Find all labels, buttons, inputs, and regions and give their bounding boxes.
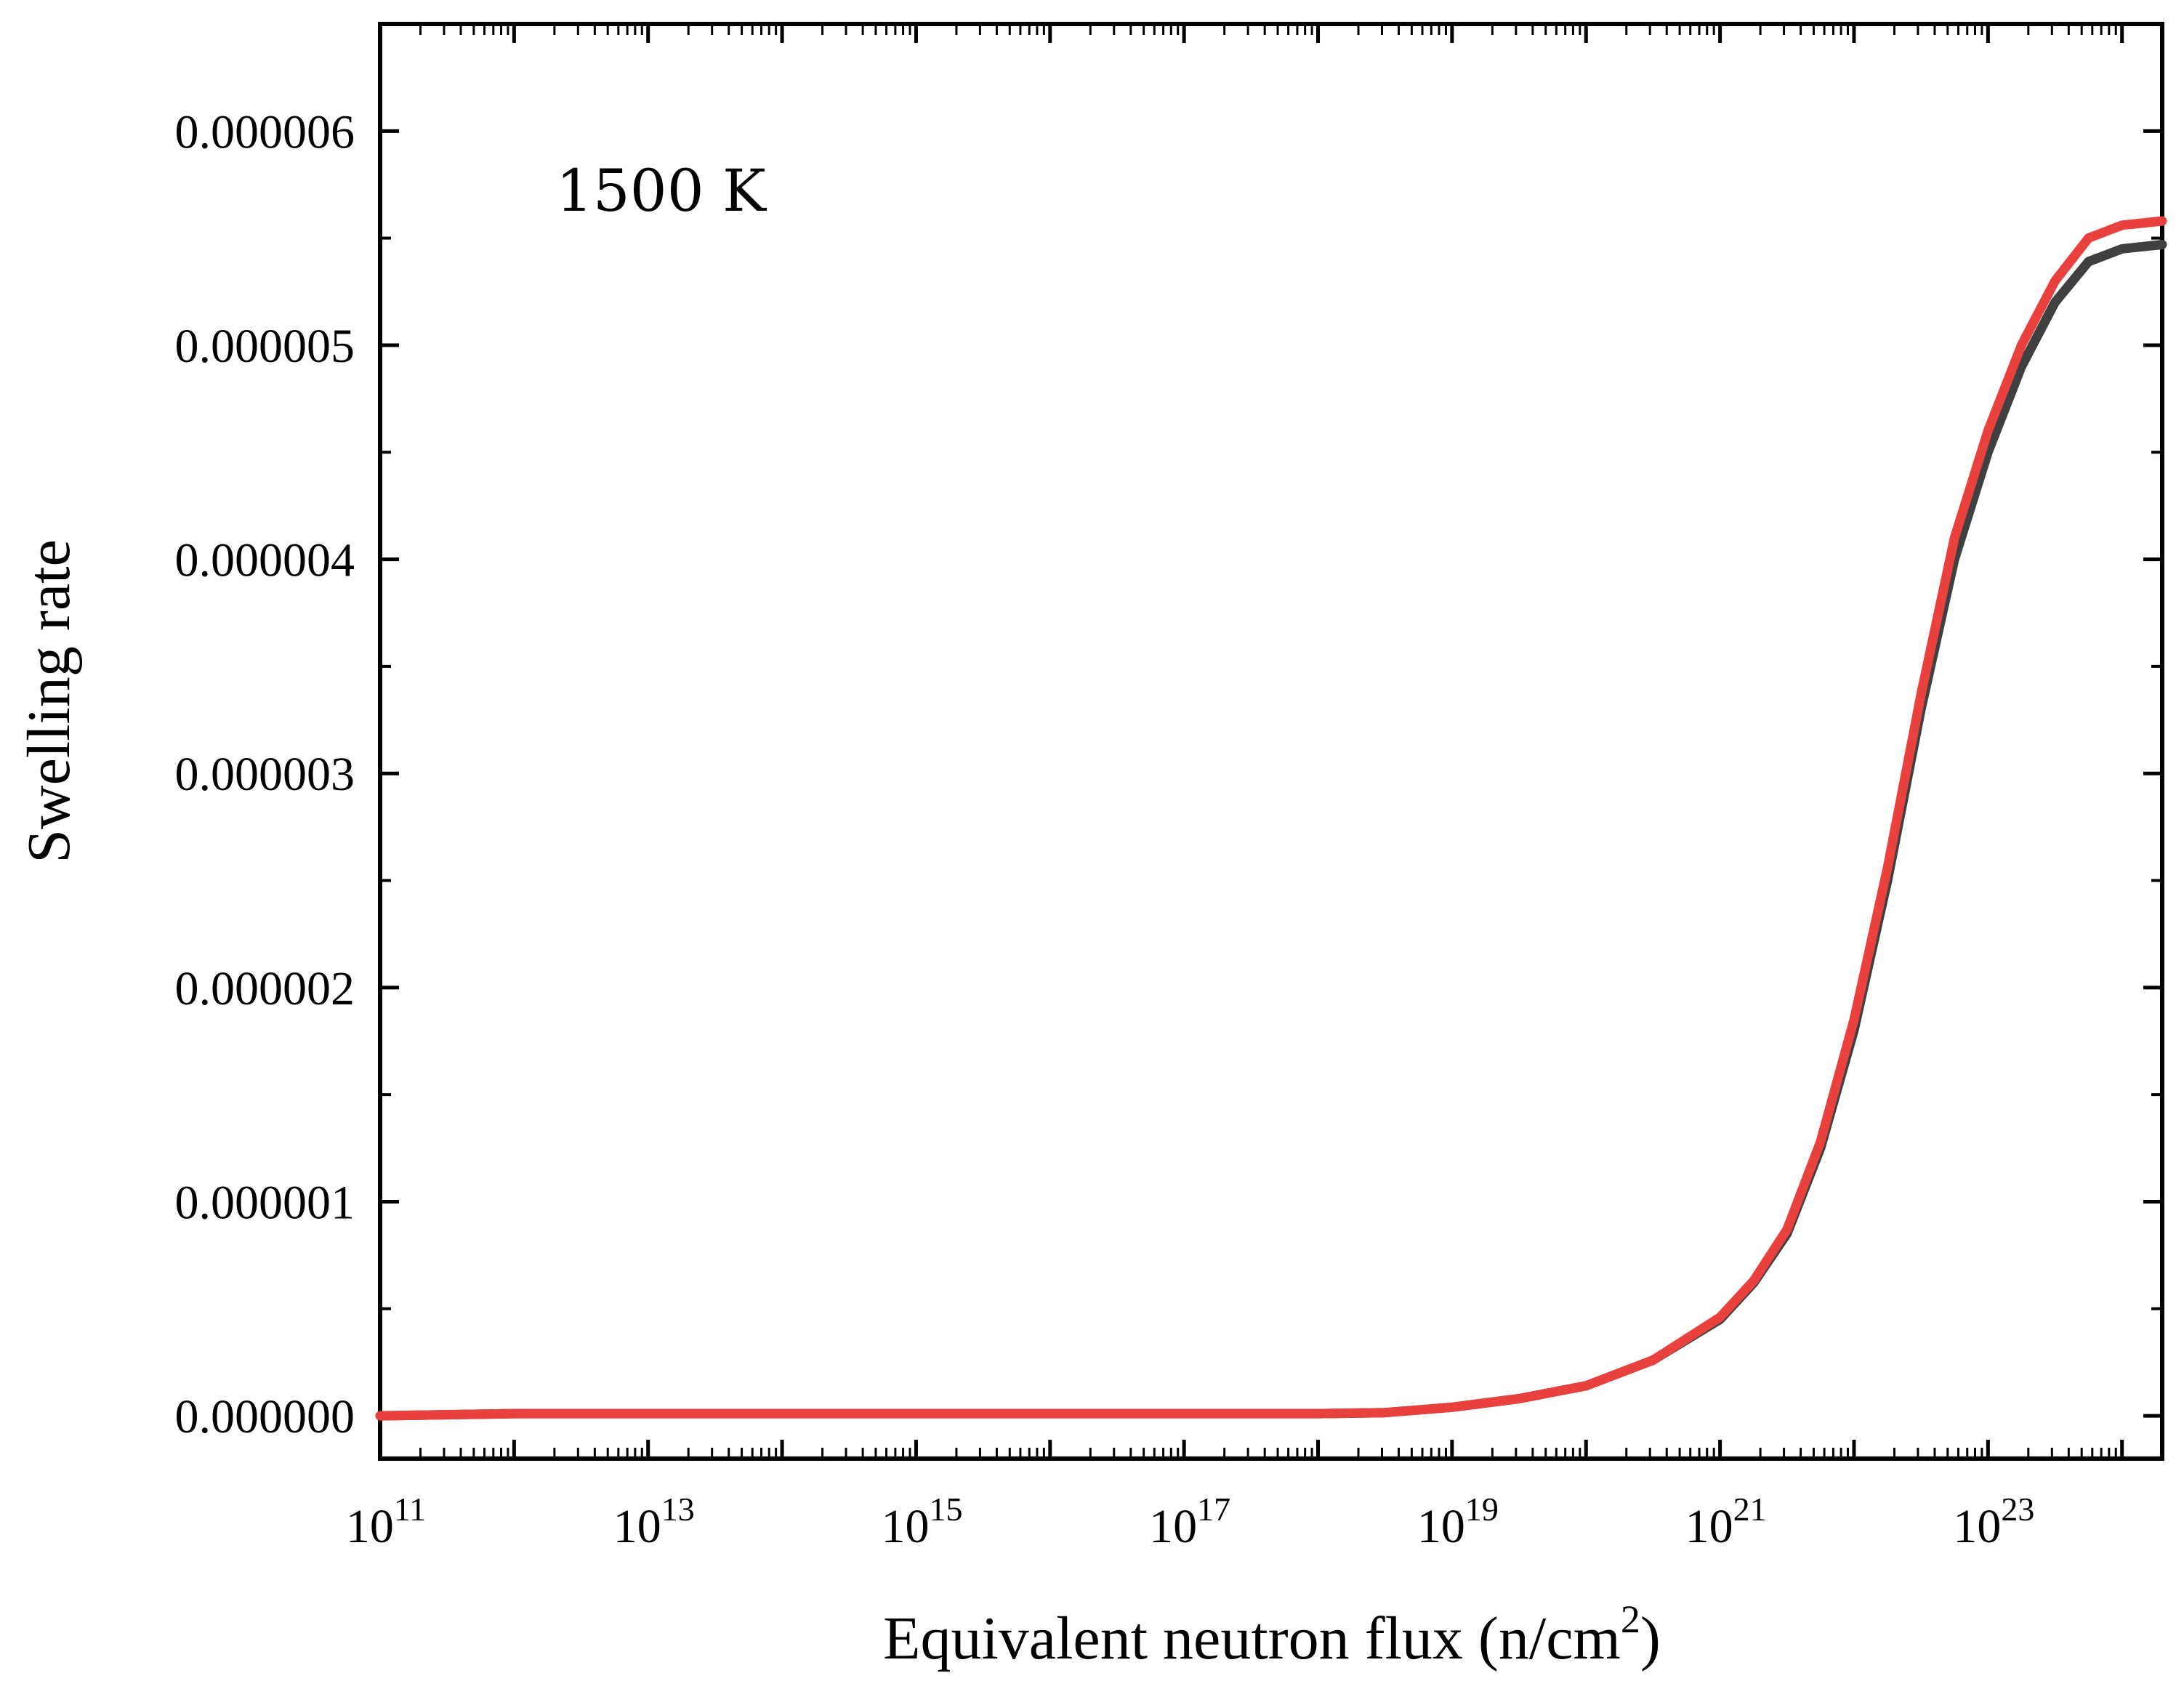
x-axis-ticks — [378, 24, 2124, 1459]
y-axis-ticks — [380, 129, 2162, 1418]
plot-frame — [378, 22, 2164, 1461]
x-axis-title: Equivalent neutron flux (n/cm2) — [883, 1597, 1661, 1672]
y-tick-label: 0.000003 — [175, 748, 355, 801]
y-axis-tick-labels: 0.000000 0.000001 0.000002 0.000003 0.000004… — [175, 105, 355, 1443]
y-tick-label: 0.000001 — [175, 1176, 355, 1229]
y-tick-label: 0.000004 — [175, 534, 355, 587]
series-red-line — [375, 216, 2167, 1421]
x-tick-label: 1021 — [1685, 1491, 1767, 1553]
x-axis-title-superscript: 2 — [1621, 1597, 1640, 1641]
y-axis-title: Swelling rate — [15, 539, 83, 863]
y-tick-label: 0.000000 — [175, 1390, 355, 1443]
x-axis-tick-labels: 1011 1013 1015 1017 1019 1021 1023 — [346, 1491, 2034, 1553]
x-tick-label: 1013 — [613, 1491, 695, 1553]
x-tick-label: 1011 — [346, 1491, 426, 1553]
y-tick-label: 0.000005 — [175, 320, 355, 373]
x-tick-label: 1017 — [1149, 1491, 1230, 1553]
annotation-temperature: 1500 K — [556, 157, 767, 225]
x-axis-title-main: Equivalent neutron flux (n/cm — [883, 1605, 1621, 1672]
x-axis-title-suffix: ) — [1640, 1605, 1661, 1672]
y-tick-label: 0.000002 — [175, 962, 355, 1015]
x-tick-label: 1015 — [881, 1491, 962, 1553]
series-layer — [375, 216, 2167, 1421]
y-tick-label: 0.000006 — [175, 105, 355, 158]
x-tick-label: 1019 — [1417, 1491, 1499, 1553]
x-tick-label: 1023 — [1953, 1491, 2034, 1553]
